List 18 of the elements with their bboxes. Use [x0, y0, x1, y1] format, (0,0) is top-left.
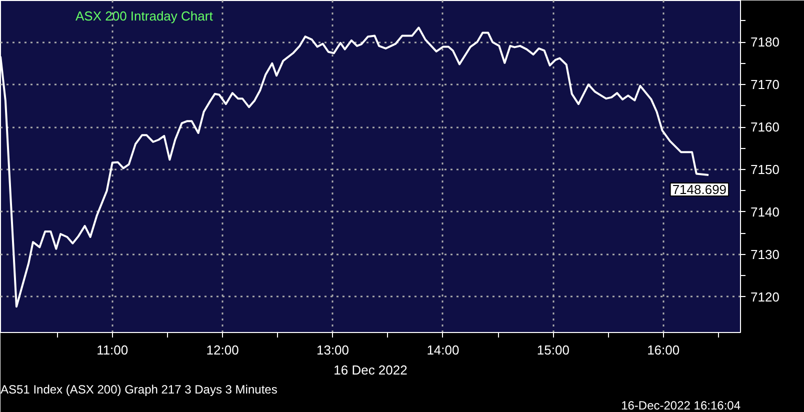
- y-tick-label: 7180: [750, 34, 780, 50]
- x-tick-label: 11:00: [96, 342, 128, 358]
- x-tick-label: 15:00: [536, 342, 570, 358]
- y-tick-label: 7170: [750, 77, 780, 92]
- annotation: 7148.699: [672, 182, 727, 197]
- x-tick-label: 14:00: [426, 342, 460, 358]
- x-tick-label: 16:00: [647, 342, 680, 358]
- y-tick-label: 7130: [750, 246, 780, 262]
- x-tick-label: 12:00: [206, 342, 239, 358]
- text: ASX 200 Intraday Chart: [76, 8, 214, 24]
- y-tick-label: 7160: [750, 120, 780, 135]
- x-axis-title: 16 Dec 2022: [334, 362, 408, 378]
- y-tick-label: 7150: [750, 162, 780, 177]
- y-tick-label: 7120: [750, 289, 780, 304]
- text: 16-Dec-2022 16:16:04: [621, 398, 741, 412]
- text: AS51 Index (ASX 200) Graph 217 3 Days 3 Minutes: [0, 382, 278, 396]
- y-tick-label: 7140: [750, 204, 780, 220]
- x-tick-label: 13:00: [316, 342, 350, 358]
